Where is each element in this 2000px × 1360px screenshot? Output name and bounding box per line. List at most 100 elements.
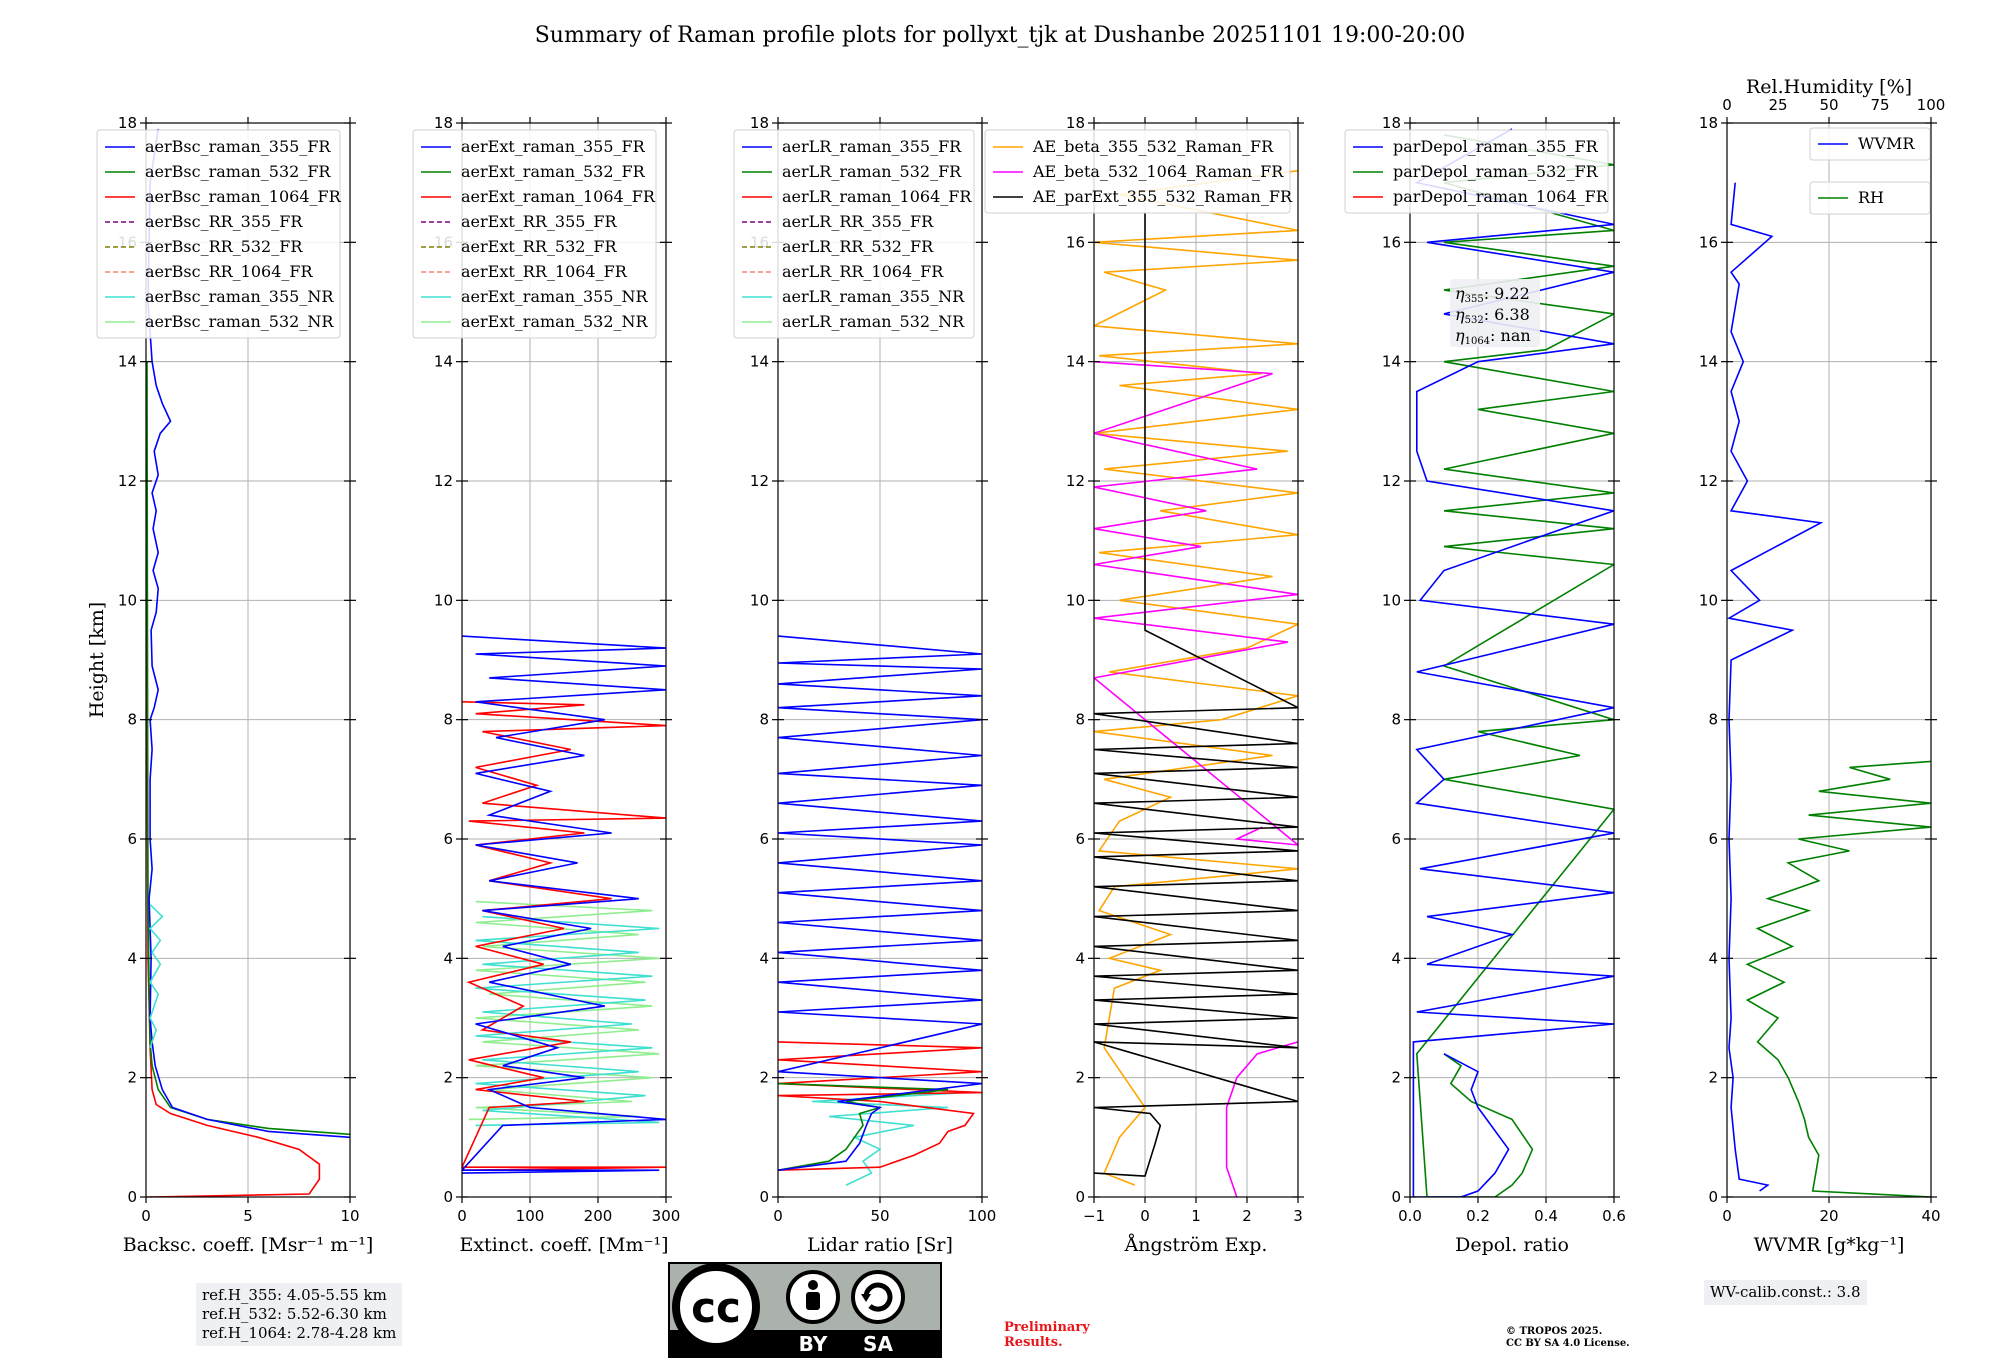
x-tick-label: 0.4	[1534, 1207, 1558, 1225]
y-tick-label: 16	[1382, 233, 1401, 251]
legend-label: aerLR_RR_355_FR	[782, 212, 934, 231]
cc-logo-icon	[672, 1263, 760, 1351]
panel-water_vapor: 0 20 40 0 2 4 6 8 10 12 14 16 18 WVMR [g*kg⁻¹] Rel.Hum…	[1699, 76, 1945, 1256]
legend-label: aerExt_raman_532_NR	[461, 312, 649, 331]
eta-annotation: η355: 9.22	[1455, 284, 1530, 305]
copyright-note: © TROPOS 2025. CC BY SA 4.0 License.	[1506, 1326, 1630, 1350]
y-tick-label: 2	[1708, 1069, 1718, 1087]
eta-subscript: 532	[1465, 315, 1484, 326]
x-axis-label: Backsc. coeff. [Msr⁻¹ m⁻¹]	[123, 1234, 374, 1256]
legend-label: aerBsc_RR_532_FR	[145, 237, 303, 256]
y-tick-label: 16	[1066, 233, 1085, 251]
y-tick-label: 4	[1075, 949, 1085, 967]
y-tick-label: 8	[1391, 711, 1401, 729]
preliminary-line-1: Preliminary	[1004, 1320, 1090, 1335]
reference-height-box: ref.H_355: 4.05-5.55 km ref.H_532: 5.52-…	[196, 1283, 403, 1346]
legend-label: aerExt_RR_1064_FR	[461, 262, 628, 281]
y-tick-label: 18	[750, 114, 769, 132]
legend-label: aerBsc_RR_1064_FR	[145, 262, 314, 281]
y-tick-label: 4	[1391, 949, 1401, 967]
legend-label: parDepol_raman_355_FR	[1393, 137, 1599, 156]
x-tick-label: 5	[243, 1207, 253, 1225]
eta-subscript: 1064	[1465, 336, 1490, 347]
x-axis-label: WVMR [g*kg⁻¹]	[1754, 1234, 1905, 1256]
series-line-RH	[1745, 760, 1931, 1197]
legend: aerExt_raman_355_FR aerExt_raman_532_FRae…	[412, 129, 657, 339]
legend: aerLR_raman_355_FR aerLR_raman_532_FR aerL…	[733, 129, 975, 339]
series-line-aerBsc_raman_355_NR	[149, 904, 164, 1049]
y-tick-label: 8	[127, 711, 137, 729]
eta-annotation: η532: 6.38	[1455, 305, 1530, 326]
x-tick-label: 10	[340, 1207, 359, 1225]
x-tick-label: 0	[457, 1207, 467, 1225]
x-tick-label: −1	[1083, 1207, 1105, 1225]
top-tick-label: 100	[1917, 96, 1946, 114]
y-tick-label: 6	[443, 830, 453, 848]
x-tick-label: 0.0	[1398, 1207, 1422, 1225]
eta-symbol: η	[1455, 326, 1465, 345]
x-tick-label: 50	[870, 1207, 889, 1225]
series-line-aerExt_raman_1064_FR	[462, 701, 666, 1171]
x-tick-label: 0	[141, 1207, 151, 1225]
y-tick-label: 0	[443, 1188, 453, 1206]
series-line-aerExt_raman_532_NR	[468, 900, 660, 1121]
legend: WVMR RH	[1809, 127, 1931, 215]
y-tick-label: 4	[127, 949, 137, 967]
y-tick-label: 6	[1075, 830, 1085, 848]
y-tick-label: 0	[127, 1188, 137, 1206]
legend-label: aerLR_raman_355_NR	[782, 287, 965, 306]
y-tick-label: 4	[759, 949, 769, 967]
legend-label: aerLR_raman_355_FR	[782, 137, 962, 156]
y-tick-label: 12	[1066, 472, 1085, 490]
x-tick-label: 2	[1242, 1207, 1252, 1225]
top-tick-label: 25	[1768, 96, 1787, 114]
legend-label: AE_parExt_355_532_Raman_FR	[1032, 187, 1293, 206]
cc-license-badge: cc BY SA	[668, 1262, 942, 1358]
panel-depolarization: 0.0 0.2 0.4 0.6 0 2 4 6 8 10 12 14 16 18 Depol. ratio p…	[1344, 114, 1626, 1256]
preliminary-note: Preliminary Results.	[1004, 1320, 1090, 1350]
height-axis-label: Height [km]	[86, 602, 108, 718]
eta-value: : 9.22	[1484, 284, 1530, 303]
y-tick-label: 10	[750, 591, 769, 609]
series-line-aerExt_raman_355_NR	[475, 915, 660, 1127]
series-line-parDepol_raman_355_FR	[1412, 128, 1614, 1197]
y-tick-label: 18	[1382, 114, 1401, 132]
series-line-aerLR_raman_355_FR	[778, 635, 982, 1171]
figure-title: Summary of Raman profile plots for polly…	[535, 23, 1466, 48]
x-tick-label: 0.6	[1602, 1207, 1626, 1225]
eta-annotation: η1064: nan	[1455, 326, 1531, 347]
y-tick-label: 14	[1066, 353, 1085, 371]
copyright-line-2: CC BY SA 4.0 License.	[1506, 1338, 1630, 1349]
top-tick-label: 0	[1722, 96, 1732, 114]
y-tick-label: 18	[1699, 114, 1718, 132]
x-axis-label: Ångström Exp.	[1124, 1234, 1268, 1256]
eta-symbol: η	[1455, 305, 1465, 324]
series-line-aerBsc_raman_355_FR	[147, 128, 350, 1139]
legend-label: parDepol_raman_532_FR	[1393, 162, 1599, 181]
series-line-aerExt_raman_355_FR	[462, 635, 666, 1174]
x-axis-label: Depol. ratio	[1455, 1234, 1569, 1256]
y-tick-label: 2	[759, 1069, 769, 1087]
y-tick-label: 2	[1075, 1069, 1085, 1087]
y-tick-label: 0	[1708, 1188, 1718, 1206]
x-tick-label: 200	[584, 1207, 613, 1225]
y-tick-label: 10	[1699, 591, 1718, 609]
y-tick-label: 16	[1699, 233, 1718, 251]
legend-label: WVMR	[1858, 134, 1915, 153]
legend-label: aerLR_raman_532_NR	[782, 312, 965, 331]
panel-extinction: 0100200300024681012141618Extinct. coeff.…	[412, 114, 680, 1256]
ref-height-532: ref.H_532: 5.52-6.30 km	[202, 1305, 387, 1323]
y-tick-label: 2	[443, 1069, 453, 1087]
legend-label: aerExt_RR_355_FR	[461, 212, 618, 231]
legend-box	[984, 129, 1291, 214]
y-tick-label: 12	[1699, 472, 1718, 490]
legend-label: aerBsc_raman_1064_FR	[145, 187, 342, 206]
y-tick-label: 12	[750, 472, 769, 490]
legend-box	[96, 129, 341, 339]
top-tick-label: 75	[1870, 96, 1889, 114]
legend-box	[412, 129, 657, 339]
y-tick-label: 0	[1391, 1188, 1401, 1206]
y-tick-label: 2	[1391, 1069, 1401, 1087]
